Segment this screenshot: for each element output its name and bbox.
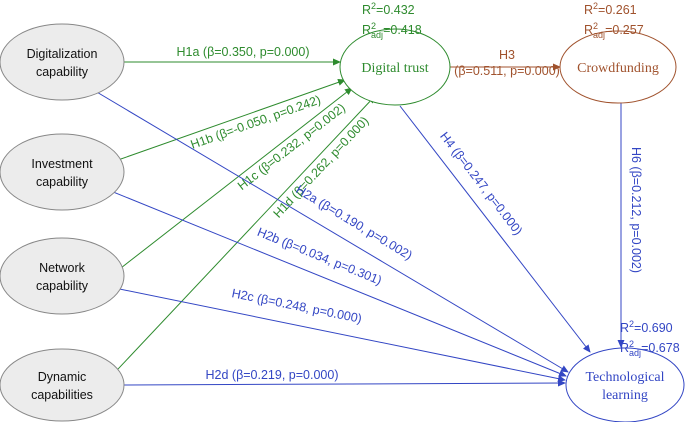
r-squared: R2=0.261 bbox=[584, 1, 637, 17]
r-superscript: 2 bbox=[629, 339, 634, 349]
construct-node bbox=[559, 30, 677, 104]
r-value: =0.678 bbox=[641, 341, 680, 355]
r-superscript: 2 bbox=[371, 21, 376, 31]
r-value: =0.690 bbox=[634, 321, 673, 335]
r-superscript: 2 bbox=[371, 1, 376, 11]
r-value: =0.257 bbox=[605, 23, 644, 37]
path-arrow bbox=[117, 79, 346, 161]
r-squared: R2=0.432 bbox=[362, 1, 415, 17]
path-label: H2c (β=0.248, p=0.000) bbox=[231, 286, 363, 326]
path-arrow bbox=[123, 379, 566, 387]
path-arrow bbox=[102, 95, 376, 386]
node-label: Crowdfunding bbox=[577, 61, 659, 76]
r-squared: R2=0.690 bbox=[620, 319, 673, 335]
construct-node bbox=[0, 23, 125, 101]
r-symbol: R bbox=[584, 3, 593, 17]
node-label: capability bbox=[36, 65, 89, 79]
node-label: Digitalization bbox=[27, 47, 98, 61]
r-superscript: 2 bbox=[593, 21, 598, 31]
r-symbol: R bbox=[362, 23, 371, 37]
r-squared: R2 adj=0.418 bbox=[362, 21, 422, 40]
r-value: =0.418 bbox=[383, 23, 422, 37]
construct-node bbox=[0, 237, 125, 315]
r-superscript: 2 bbox=[629, 319, 634, 329]
path-label: H3 bbox=[499, 48, 515, 62]
node-label: Network bbox=[39, 261, 86, 275]
path-arrow bbox=[95, 184, 567, 377]
node-label: Investment bbox=[31, 157, 93, 171]
r-squared: R2 adj=0.257 bbox=[584, 21, 644, 40]
path-label: H6 (β=0.212, p=0.002) bbox=[629, 147, 643, 273]
node-label: capabilities bbox=[31, 388, 93, 402]
path-arrow bbox=[89, 87, 569, 373]
r-symbol: R bbox=[620, 321, 629, 335]
r-subscript: adj bbox=[371, 30, 383, 40]
construct-node bbox=[0, 133, 125, 211]
node-label: capability bbox=[36, 175, 89, 189]
node-label: Technological bbox=[585, 370, 664, 385]
path-label: H4 (β=0.247, p=0.000) bbox=[437, 129, 525, 237]
node-label: Digital trust bbox=[361, 61, 428, 76]
r-value: =0.261 bbox=[598, 3, 637, 17]
construct-node bbox=[565, 347, 685, 422]
r-value: =0.432 bbox=[376, 3, 415, 17]
node-label: capability bbox=[36, 279, 89, 293]
path-arrow bbox=[102, 87, 353, 283]
r-symbol: R bbox=[584, 23, 593, 37]
construct-node bbox=[339, 28, 451, 106]
r-squared: R2 adj=0.678 bbox=[620, 339, 680, 358]
r-symbol: R bbox=[620, 341, 629, 355]
r-subscript: adj bbox=[629, 348, 641, 358]
construct-node bbox=[0, 348, 125, 422]
r-subscript: adj bbox=[593, 30, 605, 40]
path-label: (β=0.511, p=0.000) bbox=[454, 64, 560, 78]
path-label: H1a (β=0.350, p=0.000) bbox=[177, 45, 310, 59]
node-label: Dynamic bbox=[38, 370, 87, 384]
r-symbol: R bbox=[362, 3, 371, 17]
path-arrow bbox=[399, 105, 591, 353]
path-arrow bbox=[99, 284, 566, 383]
r-superscript: 2 bbox=[593, 1, 598, 11]
path-label: H2d (β=0.219, p=0.000) bbox=[206, 368, 339, 382]
node-label: learning bbox=[602, 388, 648, 403]
